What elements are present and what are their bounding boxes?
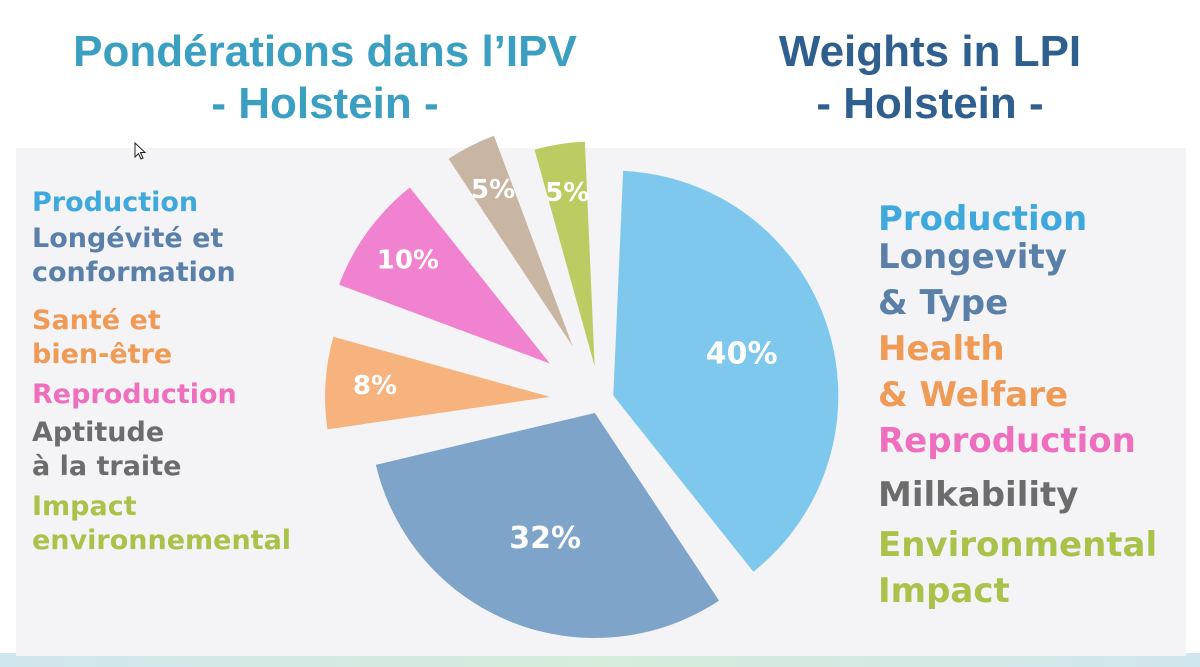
legend-en-item-2-line-2: & Type (878, 283, 1009, 323)
title-english: Weights in LPI - Holstein - (730, 26, 1130, 130)
pie-label-1: 40% (706, 336, 778, 371)
pie-label-4: 10% (377, 245, 439, 275)
legend-fr-item-5-line-2: à la traite (32, 451, 182, 482)
legend-fr-item-1-line-1: Production (32, 187, 199, 218)
legend-fr-item-3-line-1: Santé et (32, 305, 161, 336)
legend-en-item-6-line-1: Environmental (878, 525, 1158, 565)
legend-en-item-3-line-1: Health (878, 329, 1005, 369)
legend-en-item-3-line-2: & Welfare (878, 375, 1069, 415)
legend-fr-item-3: Santé et bien-être (32, 304, 291, 372)
legend-french: Production Longévité et conformation Santé … (32, 186, 291, 558)
legend-fr-item-6: Impact environnemental (32, 490, 291, 558)
legend-fr-item-2-line-1: Longévité et (32, 223, 224, 254)
legend-en-item-5-line-1: Milkability (878, 475, 1079, 515)
pie-label-3: 8% (353, 371, 397, 401)
title-french-line-2: - Holstein - (211, 79, 439, 128)
legend-en-item-4-line-1: Reproduction (878, 421, 1136, 461)
legend-fr-item-1: Production (32, 186, 291, 220)
title-french-line-1: Pondérations dans l’IPV (73, 27, 577, 76)
legend-fr-item-3-line-2: bien-être (32, 339, 173, 370)
pie-slice-2 (375, 413, 720, 639)
legend-english: Production Longevity & Type Health & Welfare… (878, 196, 1157, 614)
title-french: Pondérations dans l’IPV - Holstein - (20, 26, 630, 130)
legend-en-item-3: Health & Welfare (878, 326, 1157, 418)
mouse-pointer-icon (134, 142, 147, 160)
legend-en-item-6-line-2: Impact (878, 571, 1010, 611)
legend-en-item-2-line-1: Longevity (878, 237, 1067, 277)
legend-fr-item-5-line-1: Aptitude (32, 417, 165, 448)
legend-en-item-1: Production (878, 196, 1157, 242)
legend-en-item-1-line-1: Production (878, 199, 1088, 239)
pie-label-5: 5% (471, 175, 515, 205)
legend-en-item-5: Milkability (878, 472, 1157, 518)
legend-en-item-2: Longevity & Type (878, 234, 1157, 326)
legend-fr-item-6-line-1: Impact (32, 491, 137, 522)
legend-en-item-6: Environmental Impact (878, 522, 1157, 614)
legend-fr-item-5: Aptitude à la traite (32, 416, 291, 484)
title-english-line-1: Weights in LPI (778, 27, 1082, 76)
pie-slice-4 (339, 187, 550, 364)
pie-slice-1 (613, 170, 839, 572)
legend-fr-item-2-line-2: conformation (32, 257, 236, 288)
title-english-line-2: - Holstein - (816, 79, 1044, 128)
legend-fr-item-6-line-2: environnemental (32, 525, 292, 556)
pie-slice-3 (325, 336, 551, 430)
legend-en-item-4: Reproduction (878, 418, 1157, 464)
pie-label-2: 32% (509, 521, 581, 556)
bottom-glow (0, 653, 1200, 667)
legend-fr-item-4: Reproduction (32, 378, 291, 412)
pie-slice-5 (448, 135, 573, 347)
legend-fr-item-2: Longévité et conformation (32, 222, 291, 290)
legend-fr-item-4-line-1: Reproduction (32, 379, 237, 410)
pie-slice-6 (534, 141, 595, 367)
pie-label-6: 5% (545, 178, 589, 208)
